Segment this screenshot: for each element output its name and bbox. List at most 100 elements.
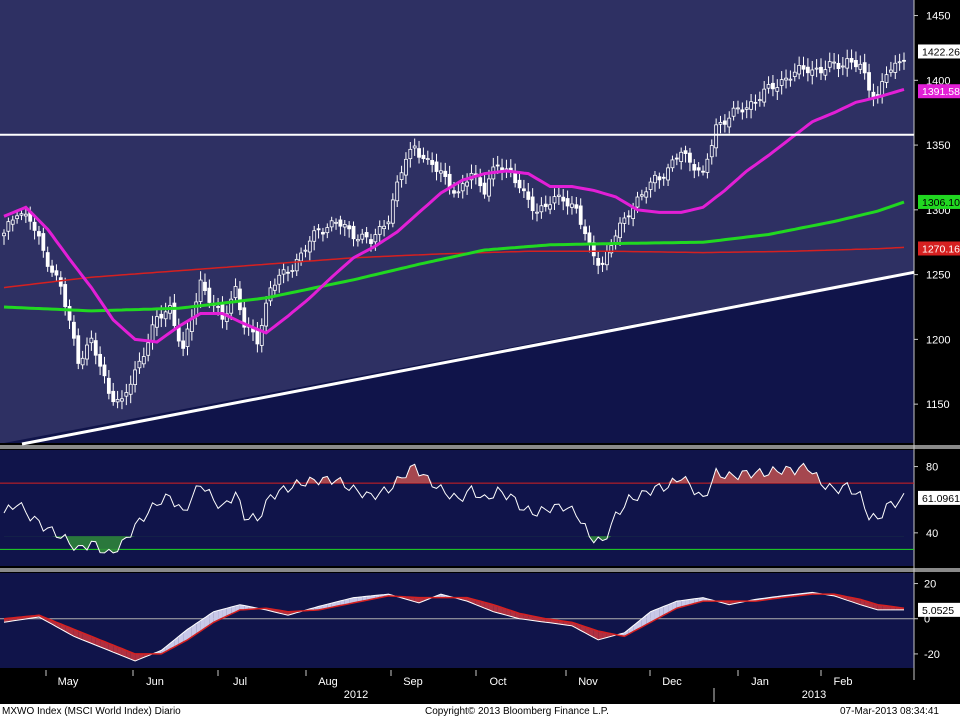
- candle: [779, 71, 784, 95]
- ma-long-line: [3, 246, 905, 289]
- candle: [771, 74, 775, 97]
- candle: [163, 302, 168, 327]
- candle-body: [155, 316, 159, 328]
- candle: [653, 170, 657, 192]
- month-label: Jul: [233, 676, 247, 688]
- candle-body: [98, 353, 103, 367]
- candle: [294, 253, 299, 277]
- macd-tick-label: 20: [924, 579, 936, 591]
- rsi-overbought-fill: [4, 463, 904, 484]
- candle-body: [867, 72, 871, 91]
- macd-histogram-band: [654, 608, 660, 620]
- macd-histogram-band: [218, 609, 223, 621]
- candle: [897, 53, 902, 71]
- candle-body: [417, 148, 421, 158]
- candle-body: [146, 342, 151, 356]
- candle: [731, 101, 736, 121]
- candle-body: [840, 65, 845, 68]
- candle: [111, 382, 116, 406]
- candle-body: [583, 226, 587, 235]
- candle: [819, 58, 823, 80]
- candle: [862, 53, 867, 80]
- candle: [570, 196, 574, 215]
- candle-body: [561, 196, 566, 202]
- candle-body: [456, 191, 461, 194]
- candle-body: [679, 151, 684, 162]
- candle: [45, 246, 50, 272]
- candle: [574, 196, 579, 214]
- candle-body: [465, 181, 470, 187]
- macd-histogram-band: [659, 606, 664, 618]
- candle-body: [377, 226, 382, 235]
- candle: [648, 177, 653, 198]
- price-tick-label: 1150: [926, 399, 950, 411]
- candle-body: [37, 231, 41, 237]
- candle-body: [657, 176, 662, 181]
- candle-body: [792, 71, 797, 77]
- last-price-label: 1422.26: [918, 44, 960, 59]
- macd-histogram-band: [117, 646, 122, 656]
- candle-body: [85, 344, 89, 360]
- candle-body: [2, 232, 6, 237]
- candle: [727, 111, 732, 134]
- month-label: Feb: [834, 676, 853, 688]
- macd-tick-label: -20: [924, 649, 940, 661]
- macd-histogram-band: [239, 604, 245, 610]
- macd-histogram-band: [91, 636, 96, 646]
- candle-body: [478, 177, 483, 187]
- candle: [600, 256, 605, 272]
- month-label: Dec: [662, 676, 682, 688]
- candle-body: [731, 107, 736, 117]
- candle-body: [421, 154, 426, 160]
- candle-body: [54, 270, 59, 276]
- candle-body: [893, 62, 898, 73]
- candle: [456, 183, 461, 198]
- candle-body: [548, 204, 553, 210]
- candle: [657, 172, 662, 189]
- candle-body: [727, 117, 732, 128]
- candle-body: [897, 61, 902, 64]
- macd-histogram-band: [488, 603, 494, 612]
- rsi-tick-label: 40: [926, 528, 938, 540]
- candle: [106, 370, 111, 400]
- candle: [425, 150, 430, 165]
- candle-body: [888, 69, 893, 73]
- candle-body: [718, 122, 723, 125]
- candle: [325, 223, 330, 239]
- candle: [155, 307, 159, 337]
- candle-body: [63, 284, 68, 307]
- candle: [54, 264, 59, 282]
- macd-histogram-band: [126, 650, 131, 660]
- ma-mid-label-text: 1306.10: [922, 197, 960, 209]
- candle-body: [644, 191, 649, 198]
- candle-body: [639, 194, 644, 197]
- candle-body: [438, 170, 443, 174]
- candle-body: [382, 225, 386, 230]
- candle: [482, 174, 487, 199]
- candle: [342, 219, 347, 237]
- candle-body: [321, 231, 325, 235]
- candle-body: [299, 252, 303, 262]
- candle-body: [810, 69, 815, 76]
- candle: [329, 216, 334, 232]
- candle-body: [408, 148, 413, 160]
- candle-body: [683, 150, 688, 154]
- candle: [172, 293, 177, 330]
- candle: [867, 63, 871, 99]
- candle-body: [115, 399, 120, 403]
- candle: [705, 153, 710, 179]
- candle-body: [369, 239, 373, 244]
- candle-body: [495, 164, 500, 167]
- candle: [827, 52, 832, 73]
- macd-panel-background: [0, 573, 914, 668]
- price-tick-label: 1450: [926, 11, 950, 23]
- price-tick-label: 1250: [926, 270, 950, 282]
- candle-body: [801, 65, 806, 70]
- candle-body: [452, 190, 456, 194]
- candle-body: [80, 357, 85, 366]
- candle-body: [325, 227, 330, 234]
- ma-mid-label: 1306.10: [918, 194, 960, 209]
- candle: [583, 219, 587, 241]
- macd-histogram-band: [204, 614, 210, 629]
- macd-histogram-band: [602, 631, 607, 639]
